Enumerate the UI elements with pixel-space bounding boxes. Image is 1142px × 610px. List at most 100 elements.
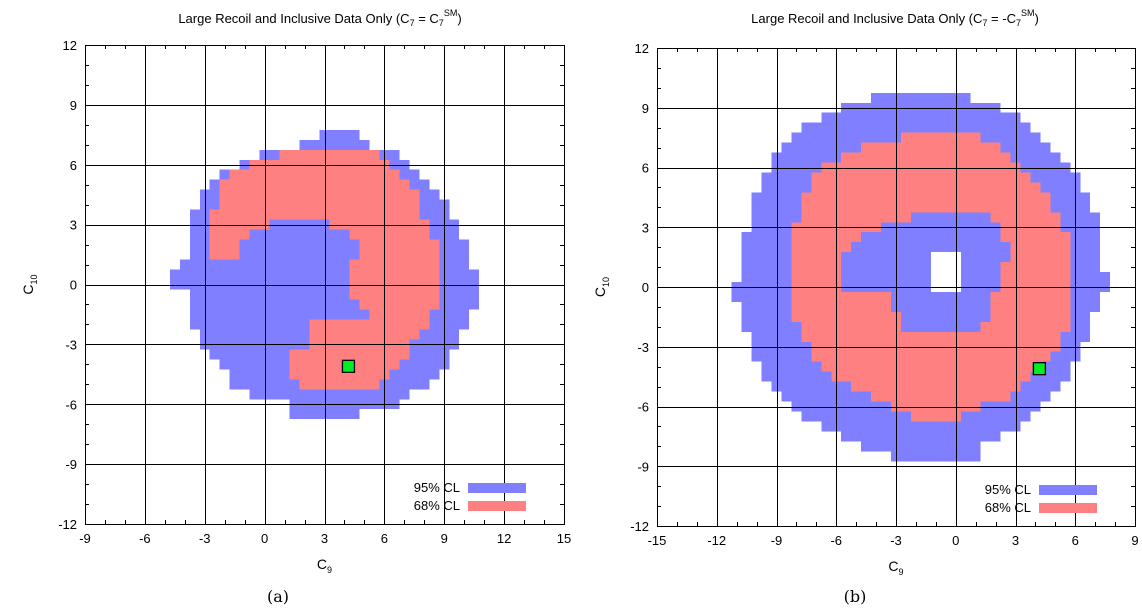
cl95-inner-row-0 — [269, 219, 330, 230]
cl95-inner-row-2 — [239, 239, 360, 250]
title-main: Large Recoil and Inclusive Data Only (C — [178, 11, 409, 26]
cl95-inner-row-4 — [229, 259, 350, 270]
y-tick-label: 0 — [70, 278, 77, 293]
y-tick-label: -12 — [630, 519, 649, 534]
x-tick-label: 6 — [381, 531, 388, 546]
title-main: Large Recoil and Inclusive Data Only (C — [751, 11, 982, 26]
cl95-band-row-0 — [319, 129, 360, 140]
cl68-band-row-3 — [821, 162, 1021, 173]
cl95-inner-row-3 — [851, 242, 1011, 253]
x-tick-label: 12 — [497, 531, 511, 546]
y-tick-label: 12 — [635, 41, 649, 56]
y-tick-label: 9 — [642, 101, 649, 116]
x-tick-label: -9 — [771, 533, 783, 548]
cl95-band-row-28 — [289, 409, 360, 420]
cl68-band-row-5 — [811, 182, 1041, 193]
legend-label-68: 68% CL — [414, 498, 460, 513]
cl68-band-row-26 — [871, 391, 1011, 402]
cl95-inner-row-5 — [841, 262, 1001, 273]
excluded-hole-row-0 — [930, 252, 961, 263]
x-tick-label: -6 — [830, 533, 842, 548]
y-tick-label: -3 — [637, 340, 649, 355]
x-axis-label-main: C — [317, 556, 327, 572]
cl68-band-row-20 — [801, 331, 1061, 342]
cl95-inner-row-1 — [249, 229, 350, 240]
legend-label-95: 95% CL — [414, 480, 460, 495]
cl68-band-row-1 — [861, 142, 1001, 153]
cl95-band-row-26 — [249, 389, 410, 400]
y-tick-label: 9 — [70, 98, 77, 113]
sm-point-marker — [1032, 362, 1047, 376]
cl68-band-row-21 — [811, 341, 1061, 352]
cl68-band-row-6 — [209, 209, 420, 220]
y-tick-label: -9 — [637, 459, 649, 474]
x-tick-label: -15 — [648, 533, 667, 548]
plot-frame — [85, 45, 565, 525]
cl95-inner-row-10 — [900, 311, 991, 322]
cl95-inner-row-6 — [841, 272, 1001, 283]
chart-title: Large Recoil and Inclusive Data Only (C7… — [751, 8, 1039, 28]
cl68-band-row-5 — [219, 199, 420, 210]
cl95-band-row-1 — [841, 102, 1001, 113]
cl95-inner-row-8 — [249, 299, 360, 310]
x-tick-label: 15 — [557, 531, 571, 546]
legend-swatch-68 — [468, 501, 526, 511]
cl68-band-row-1 — [249, 159, 390, 170]
title-sub2: 7 — [439, 18, 444, 28]
confidence-regions — [169, 129, 480, 420]
cl95-inner-row-7 — [229, 289, 350, 300]
cl68-band-row-17 — [309, 319, 430, 330]
y-tick-label: 6 — [642, 161, 649, 176]
cl95-inner-row-9 — [891, 301, 991, 312]
confidence-regions — [731, 92, 1111, 462]
y-axis-label-main: C — [20, 284, 36, 294]
y-tick-label: -9 — [65, 457, 77, 472]
x-axis-label: C9 — [317, 556, 332, 575]
cl95-inner-row-0 — [910, 212, 991, 223]
title-sub: 7 — [410, 18, 415, 28]
y-tick-label: -6 — [65, 397, 77, 412]
legend-label-95: 95% CL — [985, 482, 1031, 497]
cl68-band-row-4 — [219, 189, 420, 200]
legend-swatch-68 — [1039, 503, 1097, 513]
cl68-band-row-3 — [219, 179, 410, 190]
title-sub2: 7 — [1016, 18, 1021, 28]
cl95-band-row-0 — [871, 92, 971, 103]
x-tick-label: 0 — [952, 533, 959, 548]
panel-label: (b) — [844, 587, 867, 606]
y-axis-label-sub: 10 — [601, 277, 611, 287]
title-end: ) — [457, 11, 461, 26]
x-tick-label: -9 — [79, 531, 91, 546]
cl95-band-row-1 — [299, 139, 370, 150]
title-mid: = C — [415, 11, 439, 26]
panel-label: (a) — [267, 587, 289, 606]
grid — [657, 48, 1136, 527]
cl95-inner-row-5 — [229, 269, 350, 280]
legend-swatch-95 — [468, 483, 526, 493]
y-axis-label-main: C — [592, 287, 608, 297]
cl95-band-row-3 — [801, 122, 1031, 133]
cl68-band-row-25 — [851, 381, 1021, 392]
cl68-band-row-28 — [910, 411, 961, 422]
title-mid: = -C — [987, 11, 1016, 26]
x-tick-label: -3 — [890, 533, 902, 548]
cl68-band-row-22 — [289, 369, 390, 380]
cl68-band-row-16 — [329, 309, 430, 320]
legend-label-68: 68% CL — [985, 500, 1031, 515]
cl68-band-row-13 — [339, 279, 440, 290]
title-sub: 7 — [982, 18, 987, 28]
y-tick-label: 6 — [70, 158, 77, 173]
x-tick-label: 3 — [1012, 533, 1019, 548]
cl68-band-row-0 — [900, 132, 981, 143]
y-tick-label: -6 — [637, 400, 649, 415]
cl68-band-row-22 — [811, 351, 1051, 362]
cl68-band-row-14 — [339, 289, 440, 300]
x-tick-label: -12 — [707, 533, 726, 548]
excluded-hole-row-1 — [930, 262, 961, 273]
legend: 95% CL 68% CL — [414, 480, 526, 513]
cl95-band-row-34 — [841, 431, 1001, 442]
y-axis-label: C10 — [592, 277, 611, 297]
cl95-band-row-35 — [861, 441, 981, 452]
cl68-band-row-27 — [891, 401, 981, 412]
x-tick-label: 3 — [321, 531, 328, 546]
